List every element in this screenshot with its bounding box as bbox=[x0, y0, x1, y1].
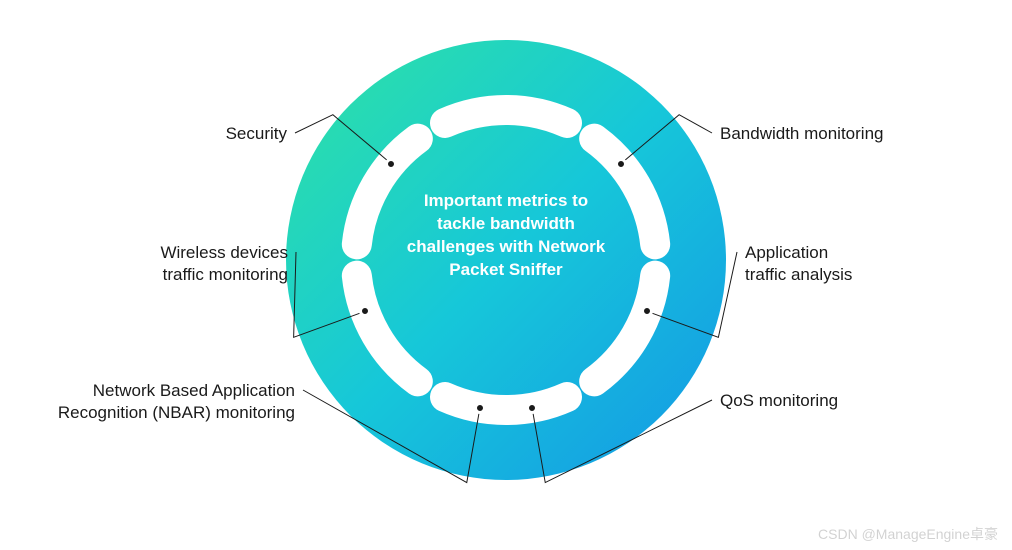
metric-dot-qos bbox=[526, 402, 538, 414]
leader-line-apptraffic bbox=[647, 252, 737, 337]
leader-line-bandwidth bbox=[621, 115, 712, 164]
leader-line-qos bbox=[532, 400, 712, 483]
metric-label-apptraffic: Applicationtraffic analysis bbox=[745, 242, 905, 286]
metric-label-qos: QoS monitoring bbox=[720, 390, 880, 412]
metric-dot-bandwidth bbox=[615, 158, 627, 170]
metric-dot-wireless bbox=[359, 305, 371, 317]
leader-line-nbar bbox=[303, 390, 480, 483]
metric-dot-security bbox=[385, 158, 397, 170]
diagram-stage: Important metrics to tackle bandwidth ch… bbox=[0, 0, 1012, 550]
metric-label-bandwidth: Bandwidth monitoring bbox=[720, 123, 920, 145]
metric-dot-apptraffic bbox=[641, 305, 653, 317]
metric-label-wireless: Wireless devicestraffic monitoring bbox=[128, 242, 288, 286]
leader-line-wireless bbox=[294, 252, 365, 337]
metric-label-nbar: Network Based ApplicationRecognition (NB… bbox=[55, 380, 295, 424]
watermark: CSDN @ManageEngine卓豪 bbox=[818, 524, 998, 544]
metric-label-security: Security bbox=[197, 123, 287, 145]
leader-line-security bbox=[295, 115, 391, 164]
metric-dot-nbar bbox=[474, 402, 486, 414]
